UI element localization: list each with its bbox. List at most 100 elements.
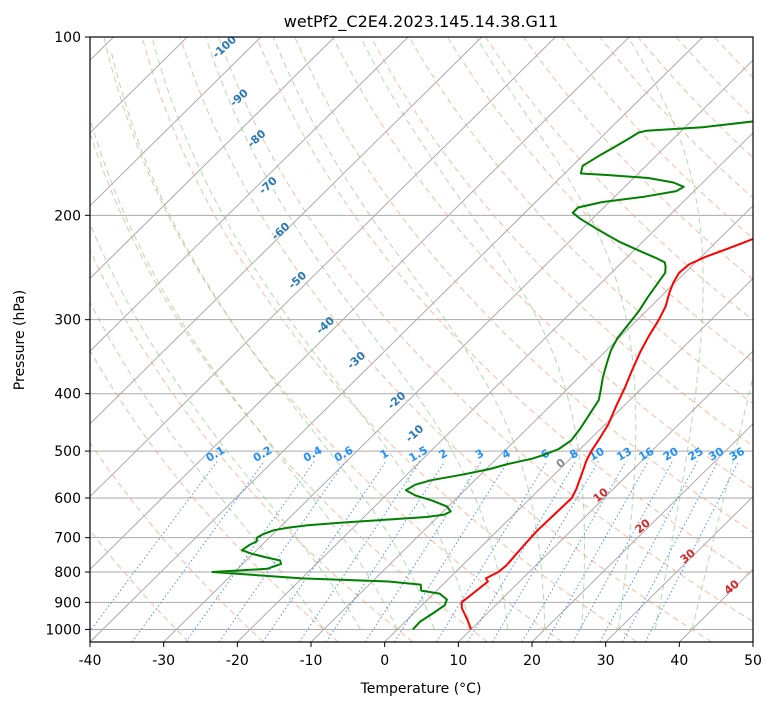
x-tick-label: -30 bbox=[152, 653, 175, 669]
chart-title: wetPf2_C2E4.2023.145.14.38.G11 bbox=[284, 12, 558, 32]
dry-adiabat bbox=[332, 37, 753, 490]
mixing-ratio-label: 0.1 bbox=[204, 444, 227, 465]
dry-adiabat bbox=[103, 37, 563, 642]
y-tick-label: 1000 bbox=[45, 622, 81, 638]
isotherm-gridline bbox=[90, 37, 630, 570]
dry-adiabat bbox=[714, 37, 753, 79]
dry-adiabat bbox=[217, 37, 753, 623]
dry-adiabat bbox=[485, 37, 753, 321]
dewpoint-trace bbox=[211, 120, 753, 631]
y-tick-label: 400 bbox=[54, 387, 81, 403]
moist-adiabat bbox=[90, 116, 398, 630]
mixing-ratio-line bbox=[185, 460, 315, 642]
mixing-ratio-label: 25 bbox=[686, 445, 706, 464]
moist-adiabat bbox=[151, 37, 472, 630]
moist-adiabat bbox=[272, 37, 546, 630]
mixing-ratio-label: 30 bbox=[706, 445, 726, 464]
mixing-ratio-label: 0.6 bbox=[332, 443, 356, 464]
mixing-ratio-label: 20 bbox=[661, 445, 681, 464]
x-tick-label: 20 bbox=[523, 653, 541, 669]
y-tick-label: 200 bbox=[54, 208, 81, 224]
temperature-trace bbox=[460, 237, 753, 630]
moist-adiabat bbox=[205, 37, 509, 630]
x-tick-label: -10 bbox=[300, 653, 323, 669]
mixing-ratio-line bbox=[521, 460, 627, 642]
plot-frame bbox=[89, 36, 754, 643]
y-tick-label: 500 bbox=[54, 444, 81, 460]
mixing-ratio-line bbox=[621, 460, 719, 642]
isotherm-gridline bbox=[531, 423, 753, 642]
mixing-ratio-line bbox=[325, 460, 446, 642]
moist-adiabat bbox=[691, 374, 753, 630]
dry-adiabat-label: -20 bbox=[385, 389, 409, 412]
y-tick-label: 800 bbox=[54, 565, 81, 581]
mixing-ratio-line bbox=[435, 460, 548, 642]
dry-adiabat bbox=[90, 441, 264, 642]
dry-adiabat bbox=[90, 349, 339, 642]
mixing-ratio-line bbox=[131, 460, 265, 642]
dry-adiabat bbox=[294, 37, 753, 533]
moist-adiabat bbox=[475, 37, 637, 630]
moist-adiabat-label: 30 bbox=[678, 546, 698, 566]
mixing-ratio-line bbox=[467, 460, 577, 642]
isotherm-gridline bbox=[90, 37, 704, 642]
dry-adiabat-label: -30 bbox=[345, 349, 369, 372]
isotherm-gridline bbox=[90, 37, 335, 280]
mixing-ratio-line bbox=[545, 460, 649, 642]
dry-adiabat bbox=[90, 529, 190, 642]
x-tick-label: -20 bbox=[226, 653, 249, 669]
dry-adiabat bbox=[90, 248, 414, 642]
moist-adiabat-label: 40 bbox=[722, 577, 742, 597]
mixing-ratio-line bbox=[298, 460, 421, 642]
y-tick-label: 700 bbox=[54, 531, 81, 547]
mixing-ratio-label: 1 bbox=[378, 447, 391, 462]
moist-adiabat-label: 20 bbox=[633, 516, 653, 536]
x-tick-label: 0 bbox=[380, 653, 389, 669]
dry-adiabat-label: -50 bbox=[286, 269, 310, 292]
dry-adiabat bbox=[256, 37, 753, 578]
mixing-ratio-label: 2 bbox=[437, 447, 450, 462]
x-axis-label: Temperature (°C) bbox=[360, 681, 482, 697]
mixing-ratio-label: 16 bbox=[637, 445, 657, 464]
isotherm-gridline bbox=[752, 641, 753, 642]
dry-adiabat bbox=[561, 37, 753, 240]
y-tick-label: 300 bbox=[54, 313, 81, 329]
dry-adiabat-label: -40 bbox=[314, 314, 338, 337]
mixing-ratio-line bbox=[572, 460, 673, 642]
isotherm-gridline bbox=[236, 132, 753, 642]
isotherm-gridline bbox=[90, 37, 556, 498]
x-tick-label: 30 bbox=[597, 653, 615, 669]
moist-adiabat-label: 10 bbox=[591, 485, 611, 505]
mixing-ratio-line bbox=[393, 460, 509, 642]
mixing-ratio-label: 36 bbox=[727, 445, 747, 464]
x-tick-label: 10 bbox=[449, 653, 467, 669]
isotherm-gridline bbox=[90, 37, 483, 425]
dry-adiabat-label: -60 bbox=[269, 220, 293, 243]
y-tick-label: 100 bbox=[54, 30, 81, 46]
y-axis-label: Pressure (hPa) bbox=[12, 290, 28, 390]
dry-adiabat bbox=[141, 37, 638, 642]
x-tick-label: 40 bbox=[670, 653, 688, 669]
dry-adiabat bbox=[179, 37, 712, 642]
x-tick-label: 50 bbox=[744, 653, 762, 669]
isotherm-gridline bbox=[457, 350, 753, 642]
dry-adiabat bbox=[90, 131, 488, 642]
mixing-ratio-line bbox=[90, 460, 218, 632]
dry-adiabat bbox=[408, 37, 753, 405]
y-tick-label: 900 bbox=[54, 595, 81, 611]
y-tick-label: 600 bbox=[54, 491, 81, 507]
dry-adiabat-label: -90 bbox=[227, 86, 251, 109]
dry-adiabat-label: -10 bbox=[403, 422, 427, 445]
isotherm-gridline bbox=[90, 37, 188, 134]
dry-adiabat bbox=[523, 37, 753, 280]
x-tick-label: -40 bbox=[79, 653, 102, 669]
moist-adiabat bbox=[90, 300, 325, 630]
mixing-ratio-line bbox=[262, 460, 387, 642]
moist-adiabat bbox=[90, 222, 362, 630]
mixing-ratio-line bbox=[218, 460, 346, 642]
isotherm-gridline bbox=[605, 495, 753, 642]
isotherm-gridline bbox=[90, 37, 409, 352]
isotherm-gridline bbox=[384, 277, 753, 642]
mixing-ratio-label: 1.5 bbox=[407, 444, 430, 465]
